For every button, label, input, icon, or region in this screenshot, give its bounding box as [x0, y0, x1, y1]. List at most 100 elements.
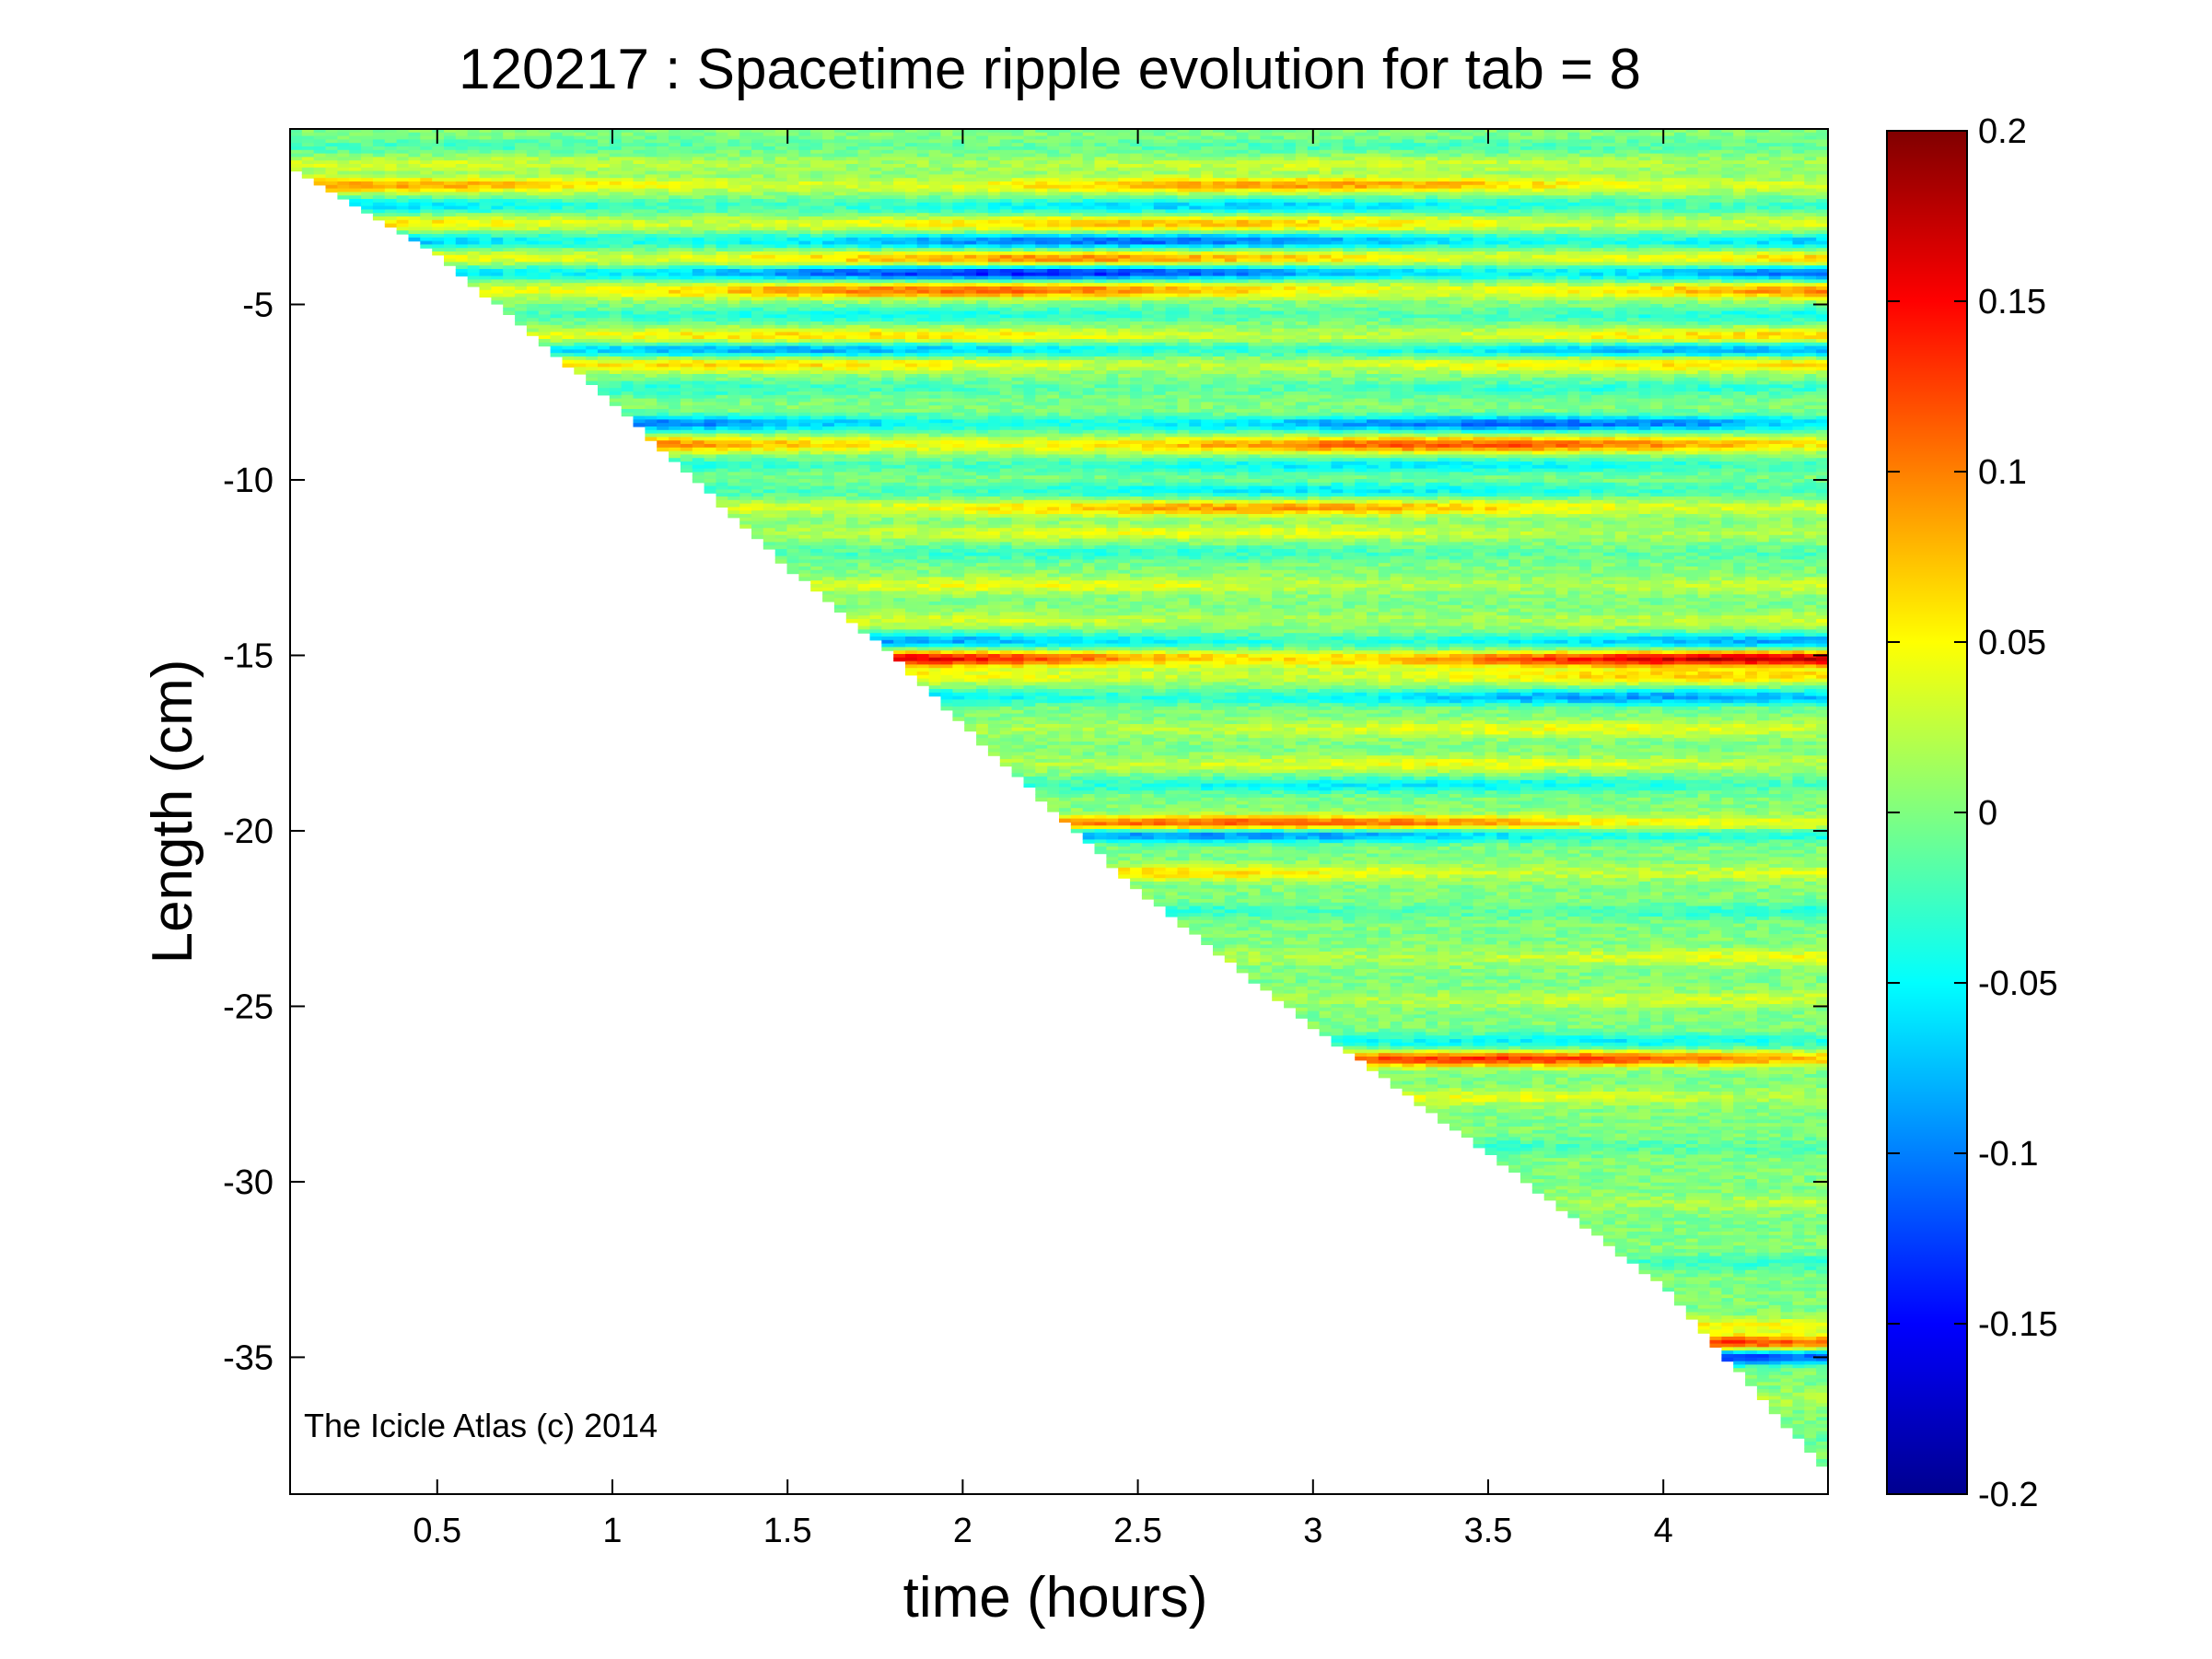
heatmap-cell	[952, 567, 965, 571]
heatmap-cell	[928, 612, 942, 616]
heatmap-cell	[786, 205, 799, 210]
heatmap-cell	[574, 184, 587, 190]
heatmap-cell	[396, 146, 409, 151]
heatmap-cell	[751, 132, 764, 137]
heatmap-cell	[645, 132, 658, 137]
heatmap-cell	[562, 132, 575, 137]
heatmap-cell	[952, 629, 965, 634]
heatmap-cell	[479, 205, 492, 210]
heatmap-cell	[645, 324, 658, 330]
heatmap-cell	[598, 174, 611, 179]
heatmap-cell	[669, 353, 681, 357]
heatmap-cell	[952, 668, 965, 672]
heatmap-cell	[396, 143, 409, 147]
heatmap-cell	[881, 604, 894, 610]
heatmap-cell	[586, 300, 599, 305]
heatmap-cell	[550, 286, 563, 291]
heatmap-cell	[633, 184, 646, 190]
heatmap-cell	[822, 332, 835, 336]
heatmap-cell	[845, 454, 859, 459]
heatmap-cell	[503, 262, 516, 266]
heatmap-cell	[313, 164, 327, 169]
heatmap-cell	[905, 507, 918, 511]
heatmap-cell	[845, 335, 859, 340]
heatmap-cell	[798, 230, 811, 235]
heatmap-cell	[928, 394, 942, 400]
heatmap-cell	[786, 415, 799, 420]
heatmap-cell	[751, 450, 764, 455]
heatmap-cell	[503, 275, 516, 280]
heatmap-cell	[396, 188, 409, 193]
heatmap-cell	[857, 573, 870, 578]
heatmap-cell	[916, 594, 930, 599]
heatmap-cell	[810, 461, 823, 466]
heatmap-cell	[633, 377, 646, 382]
heatmap-cell	[822, 528, 835, 532]
heatmap-cell	[728, 314, 740, 319]
heatmap-cell	[704, 297, 716, 301]
heatmap-cell	[704, 234, 716, 239]
heatmap-cell	[609, 297, 623, 301]
heatmap-cell	[822, 587, 835, 592]
heatmap-cell	[621, 167, 634, 172]
heatmap-cell	[680, 174, 693, 179]
heatmap-cell	[763, 269, 776, 274]
heatmap-cell	[964, 650, 977, 655]
heatmap-cell	[728, 332, 740, 336]
heatmap-cell	[822, 450, 835, 455]
heatmap-cell	[574, 339, 587, 344]
heatmap-cell	[893, 528, 906, 532]
heatmap-cell	[574, 324, 587, 330]
heatmap-cell	[952, 517, 965, 522]
heatmap-cell	[964, 184, 977, 190]
heatmap-cell	[751, 272, 764, 277]
heatmap-cell	[916, 437, 930, 441]
heatmap-cell	[798, 293, 811, 298]
heatmap-cell	[822, 534, 835, 540]
heatmap-cell	[857, 146, 870, 151]
heatmap-cell	[916, 192, 930, 196]
heatmap-cell	[751, 419, 764, 424]
heatmap-cell	[822, 324, 835, 330]
heatmap-cell	[964, 342, 977, 347]
heatmap-cell	[798, 493, 811, 497]
heatmap-cell	[833, 391, 847, 396]
heatmap-cell	[692, 164, 705, 169]
heatmap-cell	[833, 181, 847, 186]
heatmap-cell	[810, 143, 823, 147]
heatmap-cell	[869, 587, 882, 592]
heatmap-cell	[491, 143, 504, 147]
heatmap-cell	[893, 444, 906, 449]
heatmap-cell	[455, 149, 469, 155]
heatmap-cell	[857, 283, 870, 287]
heatmap-cell	[645, 216, 658, 221]
heatmap-cell	[845, 304, 859, 309]
heatmap-cell	[881, 188, 894, 193]
heatmap-cell	[774, 464, 788, 470]
heatmap-cell	[455, 153, 469, 158]
heatmap-cell	[384, 202, 398, 207]
heatmap-cell	[633, 307, 646, 312]
heatmap-cell	[893, 545, 906, 550]
heatmap-cell	[952, 213, 965, 217]
heatmap-cell	[704, 388, 716, 392]
heatmap-cell	[857, 272, 870, 277]
heatmap-cell	[716, 380, 728, 385]
heatmap-cell	[491, 297, 504, 301]
heatmap-cell	[621, 149, 634, 155]
heatmap-cell	[893, 251, 906, 256]
heatmap-cell	[833, 444, 847, 449]
heatmap-cell	[881, 555, 894, 560]
heatmap-cell	[940, 534, 953, 540]
heatmap-cell	[928, 164, 942, 169]
heatmap-cell	[467, 279, 481, 284]
heatmap-cell	[751, 237, 764, 242]
heatmap-cell	[609, 178, 623, 182]
heatmap-cell	[940, 374, 953, 379]
heatmap-cell	[905, 398, 918, 403]
heatmap-cell	[952, 149, 965, 155]
heatmap-cell	[290, 149, 303, 155]
heatmap-cell	[586, 192, 599, 196]
heatmap-cell	[881, 426, 894, 431]
heatmap-cell	[716, 244, 728, 249]
